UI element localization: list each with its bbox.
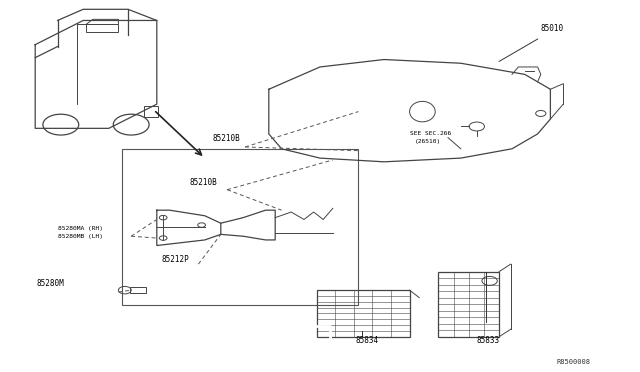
Text: 85833: 85833	[477, 336, 500, 345]
Text: 85834: 85834	[355, 336, 378, 345]
Text: 85280MA (RH): 85280MA (RH)	[58, 227, 102, 231]
Text: 85210B: 85210B	[190, 178, 218, 187]
Text: 85280MB (LH): 85280MB (LH)	[58, 234, 102, 239]
Text: SEE SEC.266: SEE SEC.266	[410, 131, 451, 136]
Text: 85010: 85010	[541, 24, 564, 33]
Bar	[122, 149, 358, 305]
Text: R8500008: R8500008	[557, 359, 591, 365]
Bar	[86, 24, 118, 32]
Text: (26510): (26510)	[415, 139, 441, 144]
Text: 85210B: 85210B	[212, 134, 240, 143]
Bar	[438, 272, 499, 337]
Bar	[144, 106, 158, 117]
Text: 85212P: 85212P	[161, 255, 189, 264]
Bar	[130, 287, 146, 293]
Bar	[317, 290, 410, 337]
Text: 85280M: 85280M	[36, 279, 64, 288]
